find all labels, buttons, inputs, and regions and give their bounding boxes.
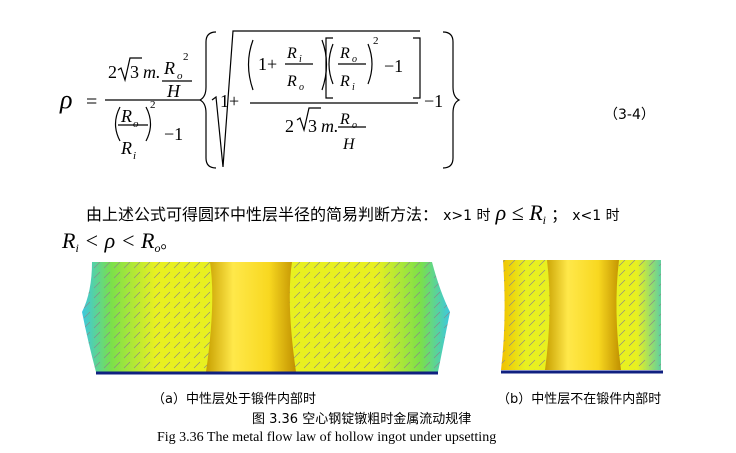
formula-token: i: [133, 150, 136, 162]
text: x<1 时: [572, 208, 620, 224]
paragraph-line: 由上述公式可得圆环中性层半径的简易判断方法： x>1 时 ρ ≤ Ri ； x<…: [62, 200, 620, 228]
text: 由上述公式可得圆环中性层半径的简易判断方法：: [86, 205, 439, 224]
formula-token: −1: [164, 124, 183, 144]
math: o: [154, 241, 161, 256]
formula-token: −1: [384, 56, 403, 76]
formula-token: o: [133, 118, 139, 130]
formula-token: o: [352, 54, 357, 65]
formula-token: R: [339, 45, 350, 62]
formula-token: 3: [130, 62, 139, 82]
formula-token: R: [120, 106, 132, 126]
simulation-image: [82, 262, 450, 375]
formula-token: R: [286, 45, 297, 62]
math: < ρ < R: [78, 228, 155, 253]
formula-token: 1+: [220, 91, 239, 111]
equation-number: （3-4）: [604, 107, 655, 123]
formula-token: m.: [321, 116, 339, 136]
simulation-image: [501, 260, 663, 374]
formula-token: o: [352, 120, 357, 131]
formula-token: 2: [108, 62, 117, 82]
formula-token: 1+: [258, 54, 277, 74]
figure-title: 图 3.36 空心钢锭镦粗时金属流动规律: [252, 412, 472, 427]
formula-token: 2: [373, 35, 379, 47]
formula-token: R: [286, 73, 297, 90]
formula-token: R: [339, 111, 350, 128]
caption: （b）中性层不在锻件内部时: [497, 392, 662, 407]
paragraph-line: Ri < ρ < Ro。: [62, 228, 177, 256]
formula-token: R: [163, 58, 175, 78]
formula-token: 2: [285, 116, 294, 136]
formula-token: 2: [183, 51, 189, 63]
formula-token: i: [352, 82, 355, 93]
formula-token: R: [339, 73, 350, 90]
math: i: [75, 241, 79, 256]
math: R: [62, 228, 76, 253]
formula-token: i: [299, 54, 302, 65]
text: ；: [551, 205, 568, 224]
formula-token: 3: [308, 116, 317, 136]
formula-token: o: [177, 70, 183, 82]
formula-token: 2: [150, 99, 156, 111]
math: i: [542, 213, 546, 228]
formula-token: ρ: [59, 85, 72, 114]
formula-token: m.: [143, 62, 161, 82]
formula-token: H: [166, 81, 181, 101]
formula-token: =: [86, 91, 97, 113]
text: 。: [160, 233, 177, 252]
formula-token: R: [120, 138, 132, 158]
formula-strokes: [105, 30, 461, 169]
formula-token: H: [342, 136, 356, 153]
figure-title-en: Fig 3.36 The metal flow law of hollow in…: [157, 430, 497, 445]
math: ρ ≤ R: [495, 200, 543, 225]
formula-token: o: [299, 82, 304, 93]
text: x>1 时: [443, 208, 491, 224]
formula-token: −1: [424, 91, 443, 111]
caption: （a）中性层处于锻件内部时: [152, 392, 316, 407]
